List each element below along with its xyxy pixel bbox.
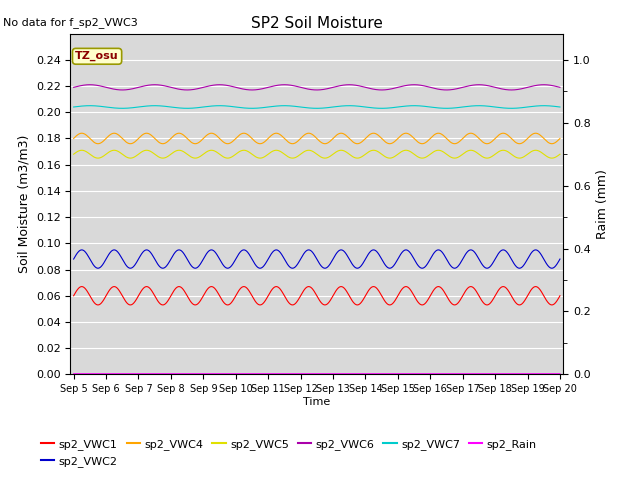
sp2_VWC1 xyxy=(548,302,556,308)
sp2_VWC1 xyxy=(108,285,115,290)
sp2_VWC2 xyxy=(556,256,564,262)
sp2_VWC7 xyxy=(287,103,294,109)
Legend: sp2_VWC1, sp2_VWC2, sp2_VWC4, sp2_VWC5, sp2_VWC6, sp2_VWC7, sp2_Rain: sp2_VWC1, sp2_VWC2, sp2_VWC4, sp2_VWC5, … xyxy=(36,435,541,471)
sp2_VWC6 xyxy=(287,82,294,88)
sp2_VWC2 xyxy=(295,259,303,264)
sp2_VWC4 xyxy=(70,135,77,141)
Line: sp2_VWC6: sp2_VWC6 xyxy=(74,85,560,90)
sp2_VWC1 xyxy=(347,296,355,301)
sp2_VWC5 xyxy=(70,151,77,157)
sp2_VWC6 xyxy=(86,82,93,88)
sp2_VWC5 xyxy=(556,151,564,157)
Title: SP2 Soil Moisture: SP2 Soil Moisture xyxy=(251,16,383,31)
sp2_VWC2 xyxy=(548,265,556,271)
sp2_VWC6 xyxy=(118,87,126,93)
sp2_VWC7 xyxy=(296,104,303,110)
sp2_VWC6 xyxy=(108,86,115,92)
sp2_VWC7 xyxy=(108,105,115,110)
sp2_VWC2 xyxy=(287,264,294,270)
Line: sp2_VWC7: sp2_VWC7 xyxy=(74,106,560,108)
Y-axis label: Soil Moisture (m3/m3): Soil Moisture (m3/m3) xyxy=(17,135,30,273)
sp2_VWC7 xyxy=(128,105,136,111)
sp2_VWC4 xyxy=(347,137,355,143)
sp2_VWC6 xyxy=(556,84,564,90)
sp2_VWC1 xyxy=(78,284,86,289)
sp2_VWC5 xyxy=(78,147,86,153)
sp2_VWC1 xyxy=(295,296,303,301)
sp2_VWC4 xyxy=(548,141,556,146)
sp2_Rain xyxy=(276,371,284,377)
sp2_VWC4 xyxy=(295,137,303,143)
sp2_VWC4 xyxy=(108,131,115,137)
sp2_VWC1 xyxy=(70,293,77,299)
sp2_VWC5 xyxy=(295,153,303,158)
sp2_VWC4 xyxy=(78,131,86,136)
sp2_Rain xyxy=(556,371,564,377)
Line: sp2_VWC2: sp2_VWC2 xyxy=(74,250,560,268)
sp2_VWC5 xyxy=(108,148,115,154)
sp2_Rain xyxy=(108,371,115,377)
sp2_VWC1 xyxy=(287,301,294,307)
sp2_VWC6 xyxy=(70,84,77,90)
Y-axis label: Raim (mm): Raim (mm) xyxy=(596,169,609,239)
sp2_VWC2 xyxy=(108,248,115,254)
Line: sp2_VWC5: sp2_VWC5 xyxy=(74,150,560,158)
sp2_VWC2 xyxy=(70,256,77,262)
sp2_VWC1 xyxy=(127,302,135,308)
sp2_Rain xyxy=(295,371,303,377)
X-axis label: Time: Time xyxy=(303,397,330,407)
sp2_VWC7 xyxy=(556,104,564,110)
Text: TZ_osu: TZ_osu xyxy=(76,51,119,61)
sp2_VWC7 xyxy=(118,106,126,111)
sp2_VWC1 xyxy=(276,287,284,292)
sp2_VWC6 xyxy=(128,86,136,92)
Line: sp2_VWC4: sp2_VWC4 xyxy=(74,133,560,144)
sp2_VWC1 xyxy=(556,293,564,299)
sp2_VWC7 xyxy=(276,103,284,108)
sp2_VWC4 xyxy=(287,140,294,146)
Text: No data for f_sp2_VWC3: No data for f_sp2_VWC3 xyxy=(3,17,138,28)
sp2_VWC4 xyxy=(556,135,564,141)
sp2_VWC2 xyxy=(276,250,284,255)
sp2_Rain xyxy=(127,371,135,377)
sp2_VWC6 xyxy=(296,84,303,90)
sp2_VWC5 xyxy=(347,153,355,158)
sp2_VWC5 xyxy=(127,155,135,161)
sp2_VWC2 xyxy=(347,259,355,264)
sp2_VWC5 xyxy=(276,148,284,154)
sp2_VWC2 xyxy=(78,247,86,253)
sp2_Rain xyxy=(346,371,354,377)
Line: sp2_VWC1: sp2_VWC1 xyxy=(74,287,560,305)
sp2_VWC5 xyxy=(548,155,556,161)
sp2_VWC6 xyxy=(347,82,355,88)
sp2_VWC7 xyxy=(86,103,93,108)
sp2_VWC6 xyxy=(276,82,284,88)
sp2_VWC4 xyxy=(276,132,284,138)
sp2_VWC4 xyxy=(127,141,135,146)
sp2_VWC7 xyxy=(347,103,355,108)
sp2_VWC2 xyxy=(127,265,135,271)
sp2_Rain xyxy=(286,371,294,377)
sp2_Rain xyxy=(70,371,77,377)
sp2_VWC7 xyxy=(70,104,77,110)
sp2_VWC5 xyxy=(287,155,294,161)
